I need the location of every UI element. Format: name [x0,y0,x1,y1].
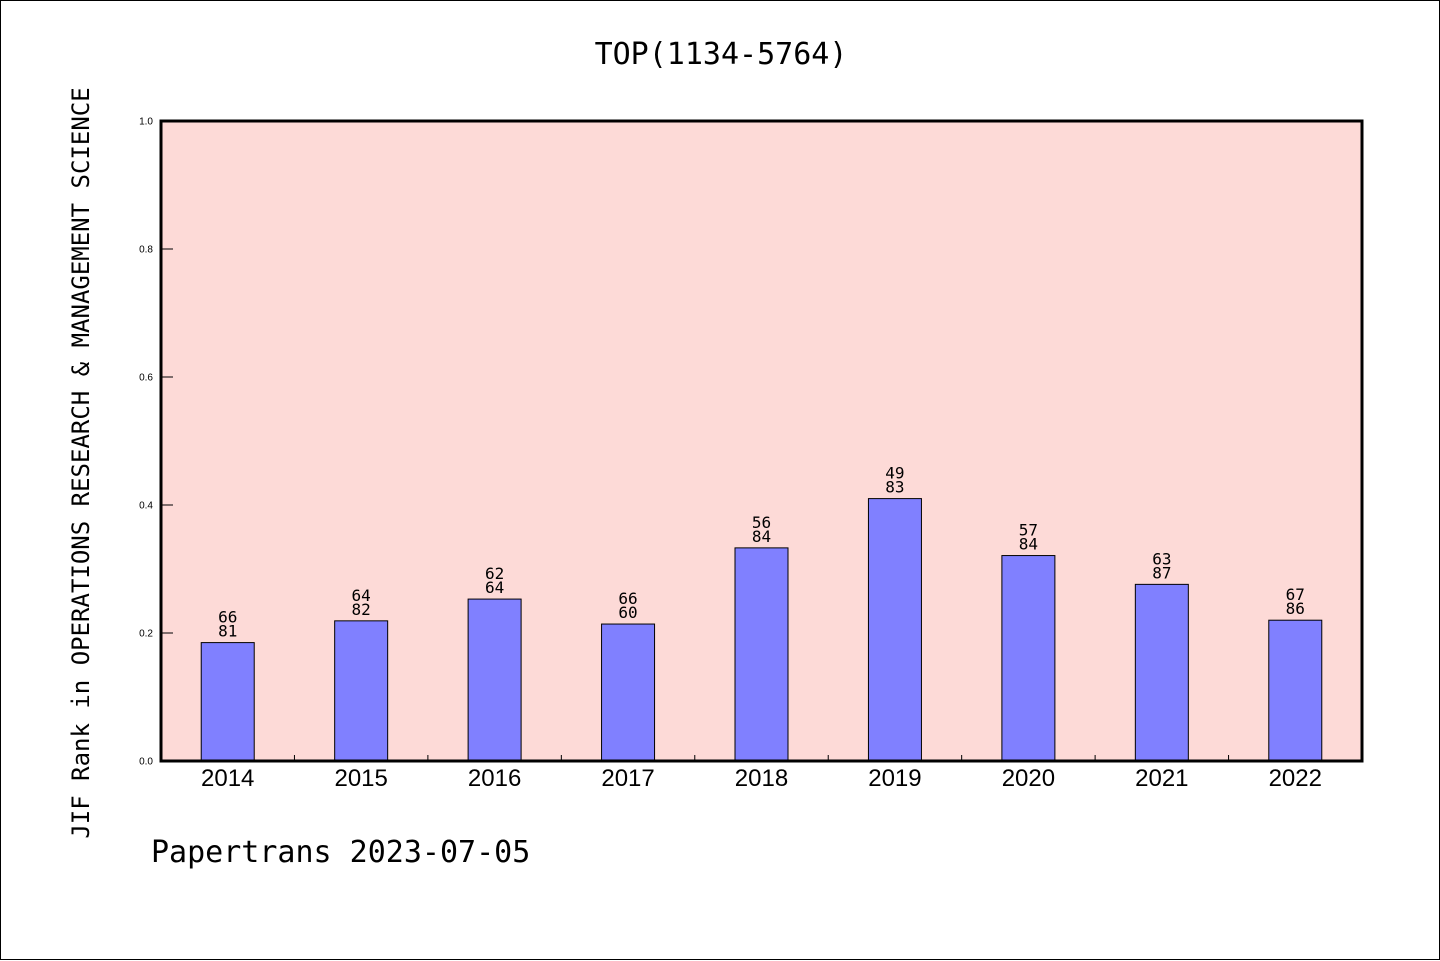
x-tick-label: 2018 [735,765,788,792]
x-tick-label: 2016 [468,765,521,792]
bar [867,498,922,762]
x-tick-label: 2020 [1002,765,1055,792]
bar [1268,619,1323,762]
bar-label-bottom: 87 [1152,563,1171,582]
bar [1134,583,1189,762]
x-tick-label: 2021 [1135,765,1188,792]
x-tick-label: 2015 [334,765,387,792]
x-tick-label: 2019 [868,765,921,792]
bar-label-bottom: 84 [752,527,771,546]
bar [334,620,389,762]
bar-label-bottom: 84 [1019,535,1038,554]
bar [200,642,255,762]
x-tick-label: 2014 [201,765,254,792]
y-tick-label: 0.2 [139,629,153,640]
bar-label-bottom: 81 [218,622,237,641]
footer-text: Papertrans 2023-07-05 [151,835,531,870]
bar-label-bottom: 60 [618,603,637,622]
bar-label-top: 62 [485,564,504,583]
bar-label-bottom: 64 [485,578,504,597]
bar [601,623,656,762]
bar-label-bottom: 82 [352,600,371,619]
x-tick-label: 2022 [1269,765,1322,792]
bar-label-top: 64 [352,586,371,605]
x-tick-label: 2017 [601,765,654,792]
bar [1001,555,1056,762]
bar-label-top: 66 [218,608,237,627]
chart-title: TOP(1134-5764) [594,37,848,72]
bar-label-top: 57 [1019,521,1038,540]
bar-label-top: 49 [885,464,904,483]
bar-label-bottom: 83 [885,478,904,497]
plot-border [159,119,1364,763]
y-tick-label: 0.4 [139,501,153,512]
bar-label-top: 56 [752,513,771,532]
y-tick-label: 1.0 [139,117,153,128]
bar-label-top: 66 [618,589,637,608]
bar [734,547,789,762]
y-tick-label: 0.0 [139,757,153,768]
bar [467,598,522,762]
bar-label-top: 67 [1286,585,1305,604]
bar-label-bottom: 86 [1286,599,1305,618]
bar-label-top: 63 [1152,549,1171,568]
y-tick-label: 0.6 [139,373,153,384]
y-tick-label: 0.8 [139,245,153,256]
